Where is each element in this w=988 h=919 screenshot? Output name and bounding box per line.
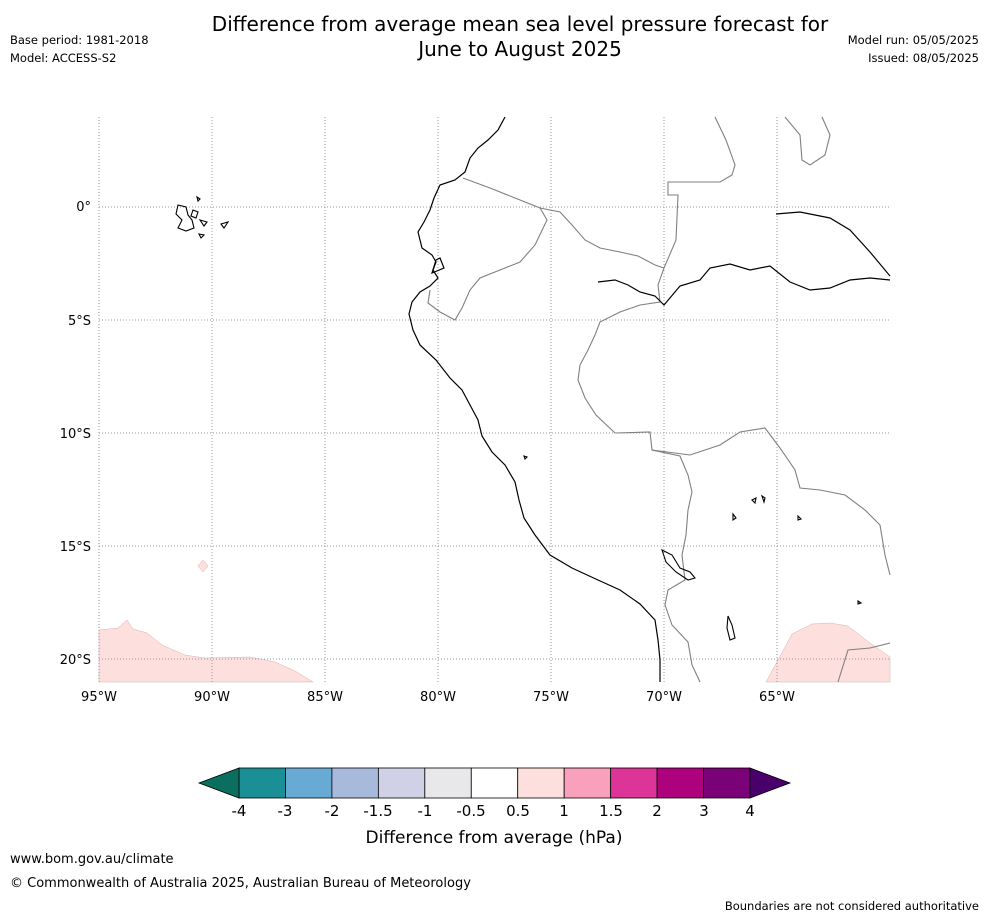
colorbar-bins (238, 767, 751, 799)
colorbar-bin (424, 767, 472, 799)
header-left: Base period: 1981-2018 Model: ACCESS-S2 (10, 31, 149, 67)
lon-label: 80°W (420, 690, 456, 705)
colorbar-tick-label: 4 (745, 802, 755, 820)
national-borders (427, 116, 891, 683)
latitude-labels: 0° 5°S 10°S 15°S 20°S (60, 200, 91, 668)
colorbar-bin (610, 767, 658, 799)
colorbar-bin (470, 767, 519, 799)
lon-label: 95°W (81, 690, 117, 705)
colorbar-bin (285, 767, 333, 799)
map-panel (98, 116, 891, 683)
lon-label: 65°W (759, 690, 795, 705)
lat-label: 15°S (60, 540, 91, 555)
colorbar-tick-label: -1 (418, 802, 433, 820)
gridlines (98, 117, 890, 682)
longitude-labels: 95°W 90°W 85°W 80°W 75°W 70°W 65°W (81, 690, 795, 705)
colorbar-extend-high (749, 767, 792, 799)
chart-title: Difference from average mean sea level p… (150, 12, 890, 62)
lat-label: 10°S (60, 427, 91, 442)
colorbar: -4 -3 -2 -1.5 -1 -0.5 0.5 1 1.5 2 3 4 Di… (197, 767, 792, 848)
colorbar-tick-label: -2 (325, 802, 340, 820)
colorbar-tick-label: 1.5 (599, 802, 623, 820)
colorbar-bin (377, 767, 426, 799)
galapagos-islands (175, 195, 230, 239)
colorbar-bin (331, 767, 379, 799)
colorbar-extend-low (197, 767, 240, 799)
lakes (523, 455, 863, 641)
lon-label: 90°W (194, 690, 230, 705)
lon-label: 85°W (307, 690, 343, 705)
colorbar-bin (238, 767, 286, 799)
lat-label: 0° (76, 200, 91, 215)
footer-copyright: © Commonwealth of Australia 2025, Austra… (10, 876, 471, 891)
colorbar-bin (563, 767, 612, 799)
lat-label: 5°S (68, 314, 91, 329)
lon-label: 70°W (646, 690, 682, 705)
colorbar-tick-label: -3 (278, 802, 293, 820)
coastline (408, 116, 891, 682)
issued-date: Issued: 08/05/2025 (868, 51, 979, 65)
colorbar-tick-label: 2 (652, 802, 662, 820)
colorbar-tick-label: -4 (232, 802, 247, 820)
colorbar-tick-label: 1 (559, 802, 569, 820)
anomaly-area-southeast (765, 622, 891, 683)
base-period: Base period: 1981-2018 (10, 33, 149, 47)
anomaly-patch-small (197, 559, 209, 573)
lat-label: 20°S (60, 653, 91, 668)
model-name: Model: ACCESS-S2 (10, 51, 117, 65)
colorbar-bin (703, 767, 751, 799)
model-run-date: Model run: 05/05/2025 (847, 33, 979, 47)
colorbar-tick-label: 0.5 (506, 802, 530, 820)
colorbar-label: Difference from average (hPa) (366, 828, 623, 848)
colorbar-tick-label: -0.5 (456, 802, 485, 820)
title-line-1: Difference from average mean sea level p… (211, 12, 829, 36)
footer-note: Boundaries are not considered authoritat… (724, 899, 979, 913)
footer-url[interactable]: www.bom.gov.au/climate (10, 852, 174, 867)
colorbar-bin (656, 767, 704, 799)
colorbar-tick-label: -1.5 (363, 802, 392, 820)
colorbar-tick-label: 3 (699, 802, 709, 820)
title-line-2: June to August 2025 (418, 37, 622, 61)
colorbar-ticks: -4 -3 -2 -1.5 -1 -0.5 0.5 1 1.5 2 3 4 (232, 802, 755, 820)
anomaly-area-southwest (98, 619, 314, 683)
colorbar-bin (517, 767, 565, 799)
lon-label: 75°W (533, 690, 569, 705)
header-right: Model run: 05/05/2025 Issued: 08/05/2025 (848, 31, 979, 67)
